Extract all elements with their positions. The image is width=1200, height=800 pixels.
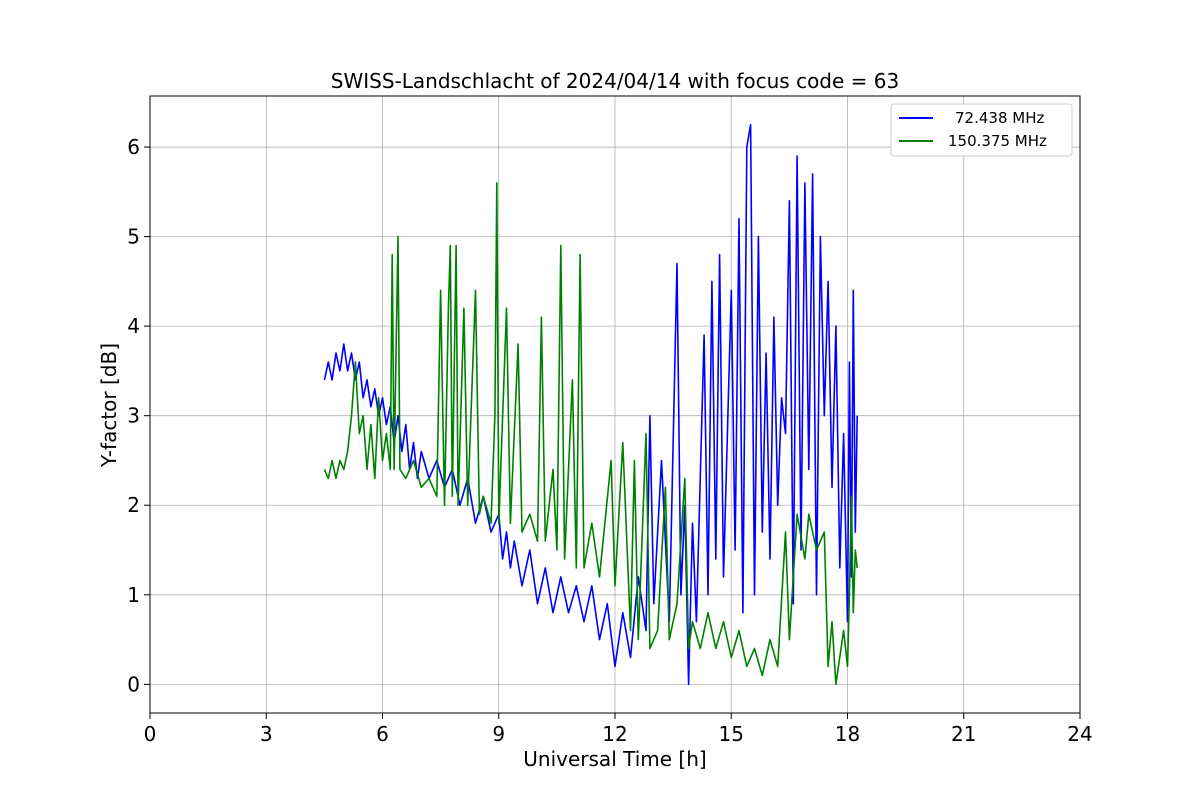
- x-tick-label: 0: [144, 722, 157, 746]
- legend-label-series-1: 72.438 MHz: [955, 109, 1044, 127]
- x-tick-label: 18: [835, 722, 860, 746]
- x-tick-label: 6: [376, 722, 389, 746]
- x-tick-label: 21: [951, 722, 976, 746]
- legend: 72.438 MHz 150.375 MHz: [890, 103, 1073, 157]
- x-tick-label: 12: [602, 722, 627, 746]
- legend-box: [890, 103, 1073, 157]
- y-axis-label: Y-factor [dB]: [97, 343, 121, 468]
- chart-title: SWISS-Landschlacht of 2024/04/14 with fo…: [331, 69, 899, 93]
- x-tick-label: 3: [260, 722, 273, 746]
- y-tick-label: 3: [127, 404, 140, 428]
- y-tick-label: 5: [127, 225, 140, 249]
- x-axis-label: Universal Time [h]: [523, 747, 706, 771]
- y-tick-label: 2: [127, 493, 140, 517]
- x-tick-label: 24: [1067, 722, 1092, 746]
- y-tick-label: 0: [127, 672, 140, 696]
- x-tick-label: 15: [719, 722, 744, 746]
- x-tick-label: 9: [492, 722, 505, 746]
- y-tick-label: 4: [127, 314, 140, 338]
- y-tick-label: 6: [127, 135, 140, 159]
- series-layer: [323, 123, 858, 686]
- y-tick-label: 1: [127, 583, 140, 607]
- series-line-2: [323, 182, 858, 686]
- legend-label-series-2: 150.375 MHz: [948, 132, 1047, 150]
